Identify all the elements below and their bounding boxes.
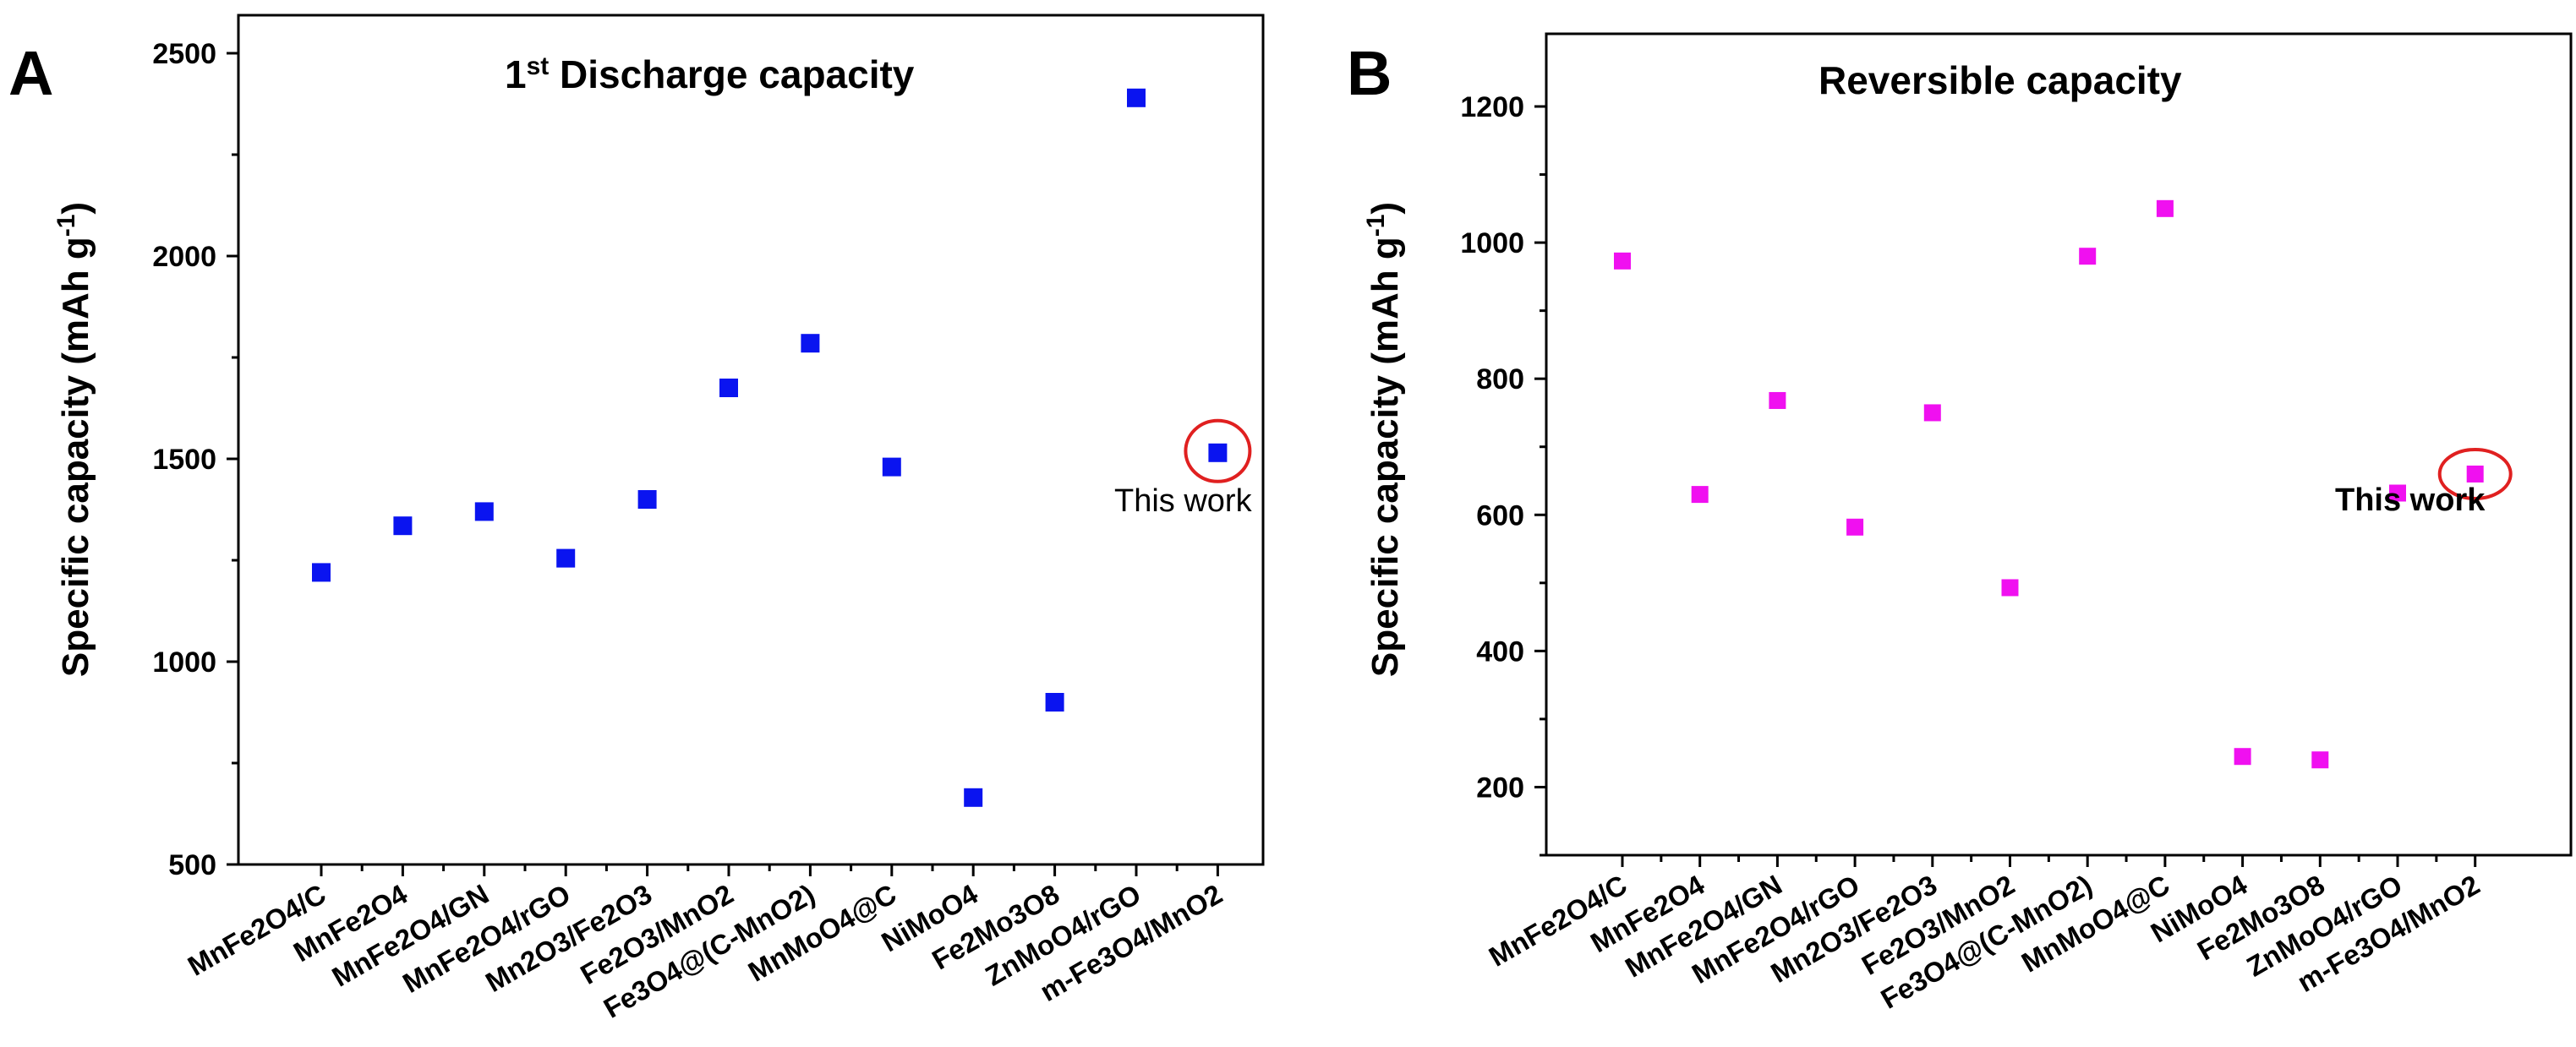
panel-a-y-tick-label: 1000 [152,646,216,679]
panel-a-data-point [474,502,494,521]
panel-b-plot-frame [1545,32,2573,857]
panel-a-points [312,88,1228,807]
panel-a-x-ticks: MnFe2O4/CMnFe2O4MnFe2O4/GNMnFe2O4/rGOMn2… [183,864,1228,1024]
panel-b-x-ticks: MnFe2O4/CMnFe2O4MnFe2O4/GNMnFe2O4/rGOMn2… [1484,855,2485,1015]
panel-b-data-point [2001,579,2019,597]
panel-a-data-point [719,379,738,397]
panel-b-points [1614,199,2484,769]
panel-b-y-tick-label: 800 [1476,363,1524,395]
panel-a: A 1st Discharge capacity Specific capaci… [8,14,1265,1024]
panel-a-data-point [1127,88,1146,107]
panel-a-data-point [1208,443,1228,462]
panel-b-data-point [1691,486,1709,504]
panel-a-plot-frame [237,14,1265,866]
panel-b-y-tick-label: 200 [1476,772,1524,804]
panel-a-data-point [1045,693,1064,712]
panel-b-data-point [2311,751,2329,769]
panel-b-highlight-circle [2437,447,2513,500]
panel-a-data-point [312,563,331,582]
panel-a-y-axis-label: Specific capacity (mAh g-1) [52,202,97,677]
panel-b-data-point [1769,391,1786,409]
panel-b-y-tick-label: 600 [1476,499,1524,532]
panel-a-data-point [964,788,983,807]
panel-a-highlight-circle [1184,418,1252,483]
panel-b-letter: B [1347,38,1392,108]
panel-b-y-ticks: 200 400 600 800 1000 1200 [1460,91,1546,857]
panel-a-y-tick-label: 2500 [152,38,216,70]
panel-b-y-axis-label: Specific capacity (mAh g-1) [1362,202,1407,677]
panel-b-data-point [2466,465,2484,483]
panel-b-y-tick-label: 1200 [1460,91,1524,123]
panel-b-annotation: This work [2335,483,2486,518]
panel-a-data-point [882,457,901,477]
panel-b-data-point [2389,484,2406,502]
panel-b-title: Reversible capacity [1819,58,2182,102]
panel-b-data-point [1846,518,1864,536]
panel-a-data-point [556,548,576,568]
panel-a-y-tick-label: 2000 [152,241,216,273]
panel-b-data-point [2079,248,2097,265]
panel-a-y-tick-label: 500 [168,849,216,881]
panel-a-letter: A [8,38,53,108]
panel-b-data-point [2234,748,2251,766]
panel-a-y-tick-label: 1500 [152,444,216,476]
panel-a-data-point [393,516,413,536]
panel-a-title: 1st Discharge capacity [505,52,915,97]
panel-b-y-tick-label: 400 [1476,635,1524,668]
panel-b-data-point [2156,199,2174,217]
panel-b-data-point [1923,404,1941,422]
panel-a-data-point [637,490,657,509]
panel-b-y-tick-label: 1000 [1460,227,1524,259]
panel-a-y-ticks: 500 1000 1500 2000 2500 [152,38,238,881]
panel-b: B Reversible capacity Specific capacity … [1347,32,2573,1015]
panel-b-data-point [1614,252,1631,270]
panel-a-data-point [801,334,820,353]
panel-a-annotation: This work [1114,483,1253,519]
